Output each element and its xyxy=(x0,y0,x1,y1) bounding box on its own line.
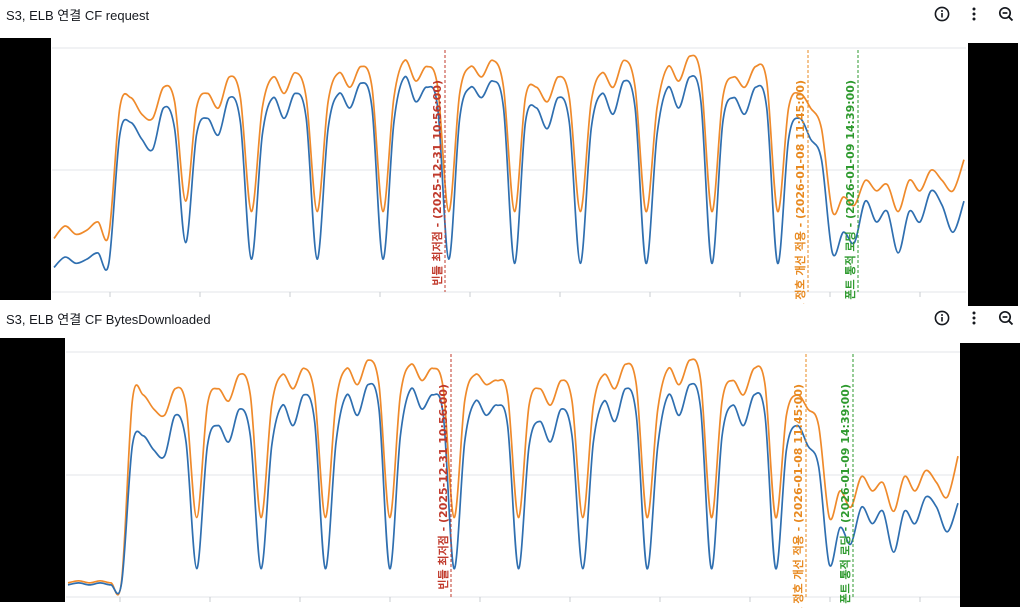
annotation-label: 폰트 정호 개선 적용 - (2026-01-08 11:45:00) xyxy=(791,384,805,608)
widget-panel-bytes: 빈들 최저점 - (2025-12-31 10:56:00) 폰트 정호 개선 적… xyxy=(0,304,1020,608)
annotation-label: 폰트 정호 개선 적용 - (2026-01-08 11:45:00) xyxy=(793,80,807,304)
annotation-label: 빈들 최저점 - (2025-12-31 10:56:00) xyxy=(436,384,450,590)
redacted-y-axis-left xyxy=(0,38,51,300)
annotation-label: 빈들 최저점 - (2025-12-31 10:56:00) xyxy=(430,80,444,286)
annotation-label: 폰트 통적 로딩 - (2026-01-09 14:39:00) xyxy=(838,384,852,604)
widget-title: S3, ELB 연결 CF request xyxy=(6,8,150,23)
series-line-orange[interactable] xyxy=(53,54,965,242)
widget-title: S3, ELB 연결 CF BytesDownloaded xyxy=(6,312,211,327)
zoom-out-icon xyxy=(998,310,1014,326)
redacted-y-axis-right xyxy=(968,43,1018,306)
more-vertical-icon xyxy=(972,7,976,21)
more-actions-button[interactable] xyxy=(964,308,984,328)
series-line-blue[interactable] xyxy=(67,382,959,595)
line-chart-requests: 빈들 최저점 - (2025-12-31 10:56:00) 폰트 정호 개선 적… xyxy=(52,47,966,304)
info-icon xyxy=(934,310,950,326)
widget-panel-requests: 빈들 최저점 - (2025-12-31 10:56:00) 폰트 정호 개선 적… xyxy=(0,4,1018,306)
redacted-y-axis-right xyxy=(960,343,1020,607)
more-vertical-icon xyxy=(972,311,976,325)
line-chart-bytes: 빈들 최저점 - (2025-12-31 10:56:00) 폰트 정호 개선 적… xyxy=(66,351,960,608)
info-button[interactable] xyxy=(932,308,952,328)
more-actions-button[interactable] xyxy=(964,4,984,24)
zoom-out-button[interactable] xyxy=(996,308,1016,328)
zoom-out-button[interactable] xyxy=(996,4,1016,24)
chart-plot-area: 빈들 최저점 - (2025-12-31 10:56:00) 폰트 정호 개선 적… xyxy=(52,47,966,304)
widget-actions xyxy=(932,308,1016,328)
zoom-out-icon xyxy=(998,6,1014,22)
annotation-label: 폰트 통적 로딩 - (2026-01-09 14:39:00) xyxy=(843,80,857,300)
redacted-y-axis-left xyxy=(0,338,65,602)
series-line-orange[interactable] xyxy=(67,358,959,596)
widget-actions xyxy=(932,4,1016,24)
chart-plot-area: 빈들 최저점 - (2025-12-31 10:56:00) 폰트 정호 개선 적… xyxy=(66,351,960,608)
info-button[interactable] xyxy=(932,4,952,24)
info-icon xyxy=(934,6,950,22)
series-line-blue[interactable] xyxy=(53,75,965,271)
